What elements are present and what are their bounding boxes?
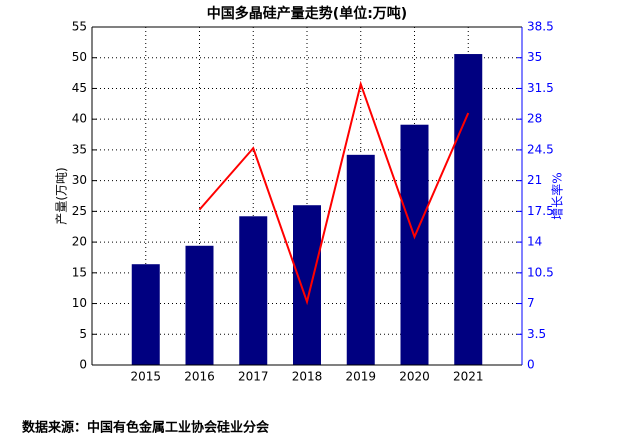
y-tick-label: 35 (72, 142, 87, 156)
y-axis-label: 产量(万吨) (55, 167, 69, 224)
y2-tick-label: 28 (527, 112, 542, 126)
y-tick-label: 25 (72, 204, 87, 218)
x-tick-label: 2020 (399, 370, 430, 384)
y2-tick-label: 3.5 (527, 327, 546, 341)
y2-tick-label: 10.5 (527, 265, 554, 279)
y-tick-label: 15 (72, 265, 87, 279)
bar (346, 154, 375, 365)
x-tick-label: 2019 (345, 370, 376, 384)
x-tick-label: 2015 (130, 370, 161, 384)
bar (454, 54, 483, 365)
y2-tick-label: 31.5 (527, 81, 554, 95)
y2-tick-label: 35 (527, 50, 542, 64)
y2-axis-label: 增长率% (550, 172, 565, 219)
y-tick-label: 45 (72, 81, 87, 95)
y2-tick-label: 24.5 (527, 142, 554, 156)
y-tick-label: 55 (72, 20, 87, 34)
bar (400, 124, 429, 365)
x-tick-label: 2018 (292, 370, 323, 384)
y-tick-label: 50 (72, 50, 87, 64)
y-tick-label: 0 (79, 358, 87, 372)
y2-tick-label: 17.5 (527, 204, 554, 218)
y-tick-label: 40 (72, 112, 87, 126)
x-tick-label: 2021 (453, 370, 484, 384)
x-tick-label: 2017 (238, 370, 269, 384)
y2-tick-label: 38.5 (527, 20, 554, 34)
y-tick-label: 20 (72, 235, 87, 249)
y2-tick-label: 14 (527, 235, 542, 249)
y-tick-label: 10 (72, 296, 87, 310)
bar (185, 245, 214, 365)
source-note: 数据来源：中国有色金属工业协会硅业分会 (22, 420, 270, 436)
y2-tick-label: 21 (527, 173, 542, 187)
line (198, 80, 470, 306)
chart-title: 中国多晶硅产量走势(单位:万吨) (207, 5, 407, 22)
y-tick-label: 30 (72, 173, 87, 187)
y2-tick-label: 7 (527, 296, 535, 310)
bar (239, 216, 268, 365)
x-tick-label: 2016 (184, 370, 215, 384)
bar (293, 205, 321, 365)
bar (131, 264, 160, 365)
y2-tick-label: 0 (527, 358, 535, 372)
y-tick-label: 5 (79, 327, 87, 341)
